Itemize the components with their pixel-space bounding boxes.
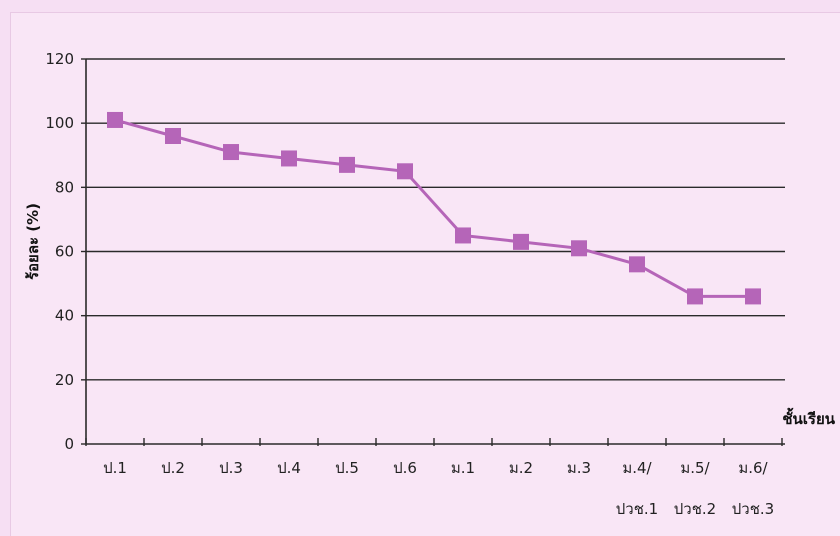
x-tick-label-11: ม.5/ bbox=[680, 459, 710, 477]
x-tick-sublabel-11: ปวช.2 bbox=[674, 500, 716, 518]
y-tick-label-100: 100 bbox=[45, 114, 74, 132]
data-point-4 bbox=[281, 150, 297, 167]
data-point-1 bbox=[107, 111, 123, 128]
chart-frame bbox=[10, 12, 840, 536]
data-point-7 bbox=[455, 227, 471, 244]
y-tick-label-20: 20 bbox=[55, 371, 74, 389]
data-point-3 bbox=[223, 144, 239, 161]
x-tick-sublabel-12: ปวช.3 bbox=[732, 500, 774, 518]
series-group bbox=[107, 111, 761, 305]
data-point-8 bbox=[513, 233, 529, 250]
x-tick-sublabel-10: ปวช.1 bbox=[616, 500, 658, 518]
data-point-6 bbox=[397, 163, 413, 180]
x-tick-label-10: ม.4/ bbox=[622, 459, 652, 477]
x-tick-label-1: ป.1 bbox=[103, 459, 127, 477]
x-tick-label-2: ป.2 bbox=[161, 459, 185, 477]
data-point-12 bbox=[745, 288, 761, 305]
x-tick-label-4: ป.4 bbox=[277, 459, 301, 477]
series-line-1 bbox=[114, 118, 753, 298]
data-point-11 bbox=[687, 288, 703, 305]
x-tick-label-7: ม.1 bbox=[451, 459, 475, 477]
data-point-9 bbox=[571, 240, 587, 257]
data-point-5 bbox=[339, 156, 355, 173]
y-tick-label-120: 120 bbox=[45, 50, 74, 68]
data-point-2 bbox=[165, 128, 181, 144]
x-tick-label-3: ป.3 bbox=[219, 459, 243, 477]
x-tick-label-12: ม.6/ bbox=[738, 459, 768, 477]
y-tick-label-80: 80 bbox=[55, 178, 74, 196]
x-axis-label: ชั้นเรียน bbox=[782, 407, 835, 428]
y-tick-label-0: 0 bbox=[64, 435, 74, 453]
grid-lines bbox=[86, 58, 785, 381]
y-tick-labels: 0 20 40 60 80 100 120 bbox=[45, 50, 74, 453]
x-tick-label-6: ป.6 bbox=[393, 459, 417, 477]
x-tick-labels: ป.1 ป.2 ป.3 ป.4 ป.5 ป.6 ม.1 ม.2 ม.3 ม.4/ปวช.1 ม.5/… bbox=[103, 459, 774, 518]
x-tick-label-5: ป.5 bbox=[335, 459, 359, 477]
y-axis-label: ร้อยละ (%) bbox=[24, 203, 42, 280]
axes bbox=[81, 58, 785, 446]
x-tick-label-9: ม.3 bbox=[567, 459, 591, 477]
data-point-10 bbox=[629, 256, 645, 273]
y-tick-label-60: 60 bbox=[55, 243, 74, 261]
y-tick-label-40: 40 bbox=[55, 307, 74, 325]
x-tick-label-8: ม.2 bbox=[509, 459, 533, 477]
